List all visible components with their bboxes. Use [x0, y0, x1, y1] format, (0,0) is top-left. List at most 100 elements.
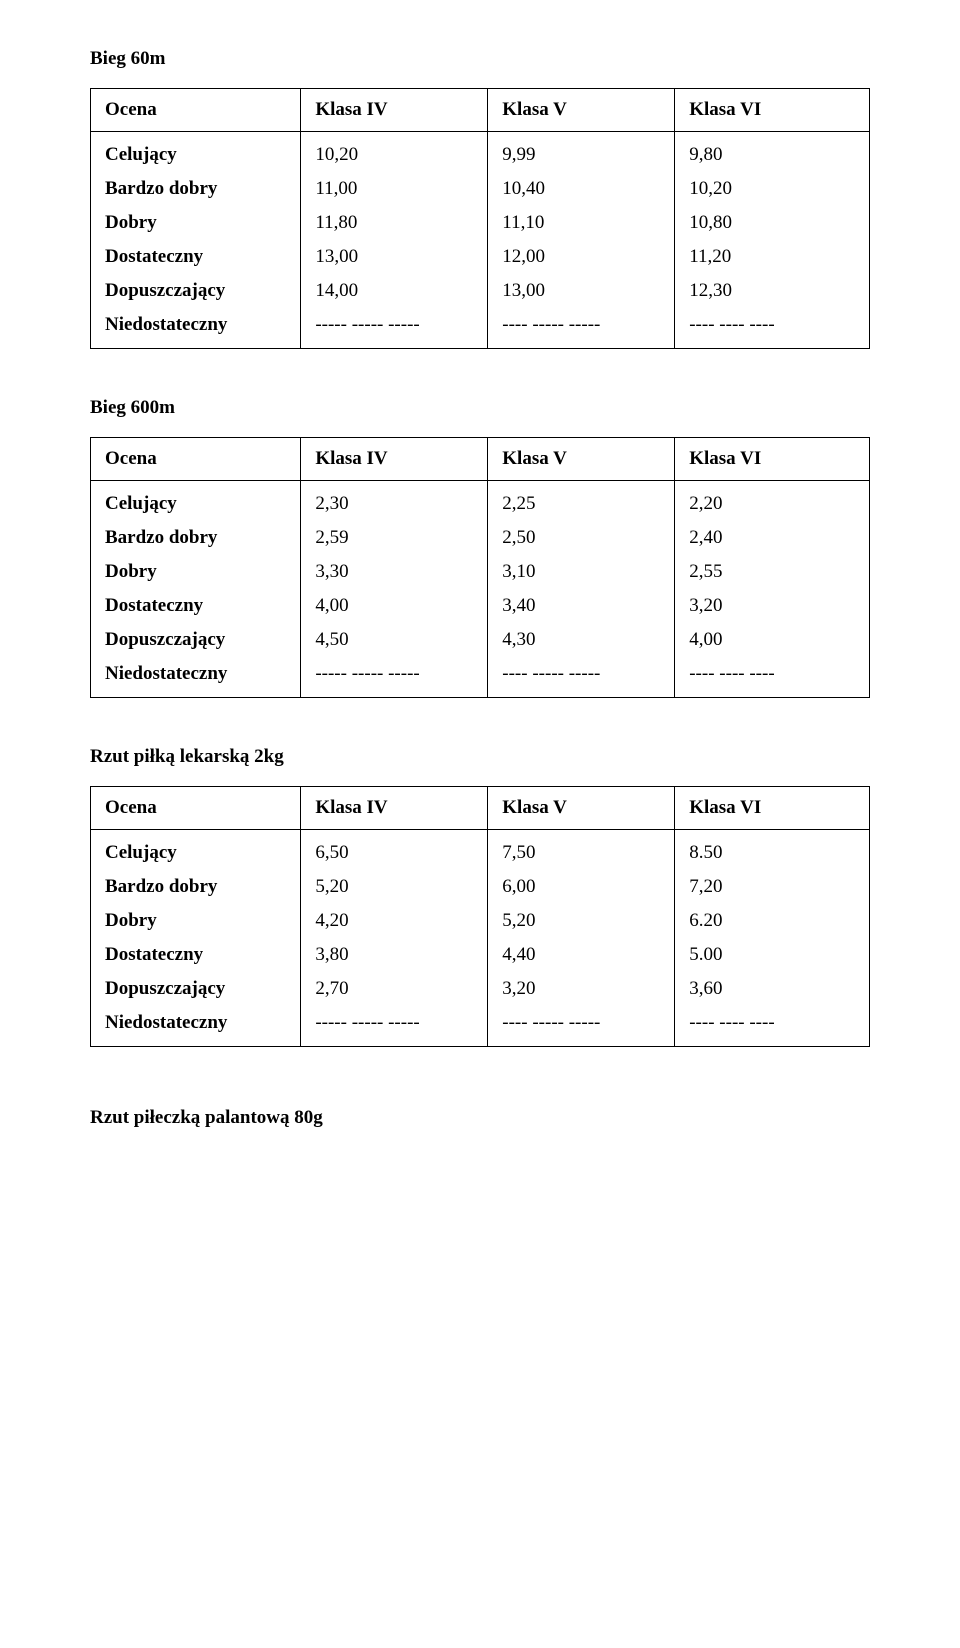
- cell: 3,20: [675, 589, 870, 623]
- grades-table: Ocena Klasa IV Klasa V Klasa VI Celujący…: [90, 437, 870, 698]
- cell: 13,00: [301, 240, 488, 274]
- col-header: Klasa VI: [675, 787, 870, 830]
- cell: 8.50: [675, 830, 870, 871]
- col-header: Klasa IV: [301, 438, 488, 481]
- cell: 4,50: [301, 623, 488, 657]
- col-header: Klasa V: [488, 787, 675, 830]
- cell: 5,20: [488, 904, 675, 938]
- cell: 6,50: [301, 830, 488, 871]
- cell: ---- ---- ----: [675, 1006, 870, 1047]
- cell: 6.20: [675, 904, 870, 938]
- col-header: Klasa VI: [675, 89, 870, 132]
- cell: 3,60: [675, 972, 870, 1006]
- cell: ----- ----- -----: [301, 657, 488, 698]
- cell: 3,10: [488, 555, 675, 589]
- row-label: Bardzo dobry: [91, 870, 301, 904]
- cell: 10,40: [488, 172, 675, 206]
- row-label: Dopuszczający: [91, 972, 301, 1006]
- table-row: Dostateczny 13,00 12,00 11,20: [91, 240, 870, 274]
- cell: 7,20: [675, 870, 870, 904]
- row-label: Niedostateczny: [91, 1006, 301, 1047]
- col-header: Klasa V: [488, 438, 675, 481]
- row-label: Niedostateczny: [91, 657, 301, 698]
- table-row: Dopuszczający 14,00 13,00 12,30: [91, 274, 870, 308]
- cell: 4,40: [488, 938, 675, 972]
- cell: 3,80: [301, 938, 488, 972]
- cell: 2,59: [301, 521, 488, 555]
- col-header: Ocena: [91, 787, 301, 830]
- cell: 11,20: [675, 240, 870, 274]
- cell: 2,55: [675, 555, 870, 589]
- cell: 9,80: [675, 132, 870, 173]
- row-label: Dostateczny: [91, 589, 301, 623]
- col-header: Ocena: [91, 438, 301, 481]
- table-row: Dobry 3,30 3,10 2,55: [91, 555, 870, 589]
- table-row: Celujący 2,30 2,25 2,20: [91, 481, 870, 522]
- cell: 2,50: [488, 521, 675, 555]
- table-row: Niedostateczny ----- ----- ----- ---- --…: [91, 657, 870, 698]
- cell: 11,80: [301, 206, 488, 240]
- cell: 12,00: [488, 240, 675, 274]
- row-label: Dobry: [91, 904, 301, 938]
- cell: 10,80: [675, 206, 870, 240]
- table-row: Dostateczny 4,00 3,40 3,20: [91, 589, 870, 623]
- col-header: Klasa V: [488, 89, 675, 132]
- table-row: Niedostateczny ----- ----- ----- ---- --…: [91, 308, 870, 349]
- row-label: Dobry: [91, 206, 301, 240]
- cell: 5.00: [675, 938, 870, 972]
- cell: ---- ---- ----: [675, 308, 870, 349]
- cell: ---- ----- -----: [488, 657, 675, 698]
- table-row: Dopuszczający 4,50 4,30 4,00: [91, 623, 870, 657]
- col-header: Klasa IV: [301, 89, 488, 132]
- row-label: Dopuszczający: [91, 274, 301, 308]
- cell: ---- ---- ----: [675, 657, 870, 698]
- cell: 2,30: [301, 481, 488, 522]
- cell: 12,30: [675, 274, 870, 308]
- table-row: Dostateczny 3,80 4,40 5.00: [91, 938, 870, 972]
- table-row: Bardzo dobry 5,20 6,00 7,20: [91, 870, 870, 904]
- cell: 6,00: [488, 870, 675, 904]
- cell: ---- ----- -----: [488, 308, 675, 349]
- cell: ---- ----- -----: [488, 1006, 675, 1047]
- table-header-row: Ocena Klasa IV Klasa V Klasa VI: [91, 438, 870, 481]
- col-header: Klasa VI: [675, 438, 870, 481]
- cell: 2,25: [488, 481, 675, 522]
- cell: 9,99: [488, 132, 675, 173]
- row-label: Dobry: [91, 555, 301, 589]
- table-row: Bardzo dobry 11,00 10,40 10,20: [91, 172, 870, 206]
- row-label: Celujący: [91, 481, 301, 522]
- row-label: Dopuszczający: [91, 623, 301, 657]
- table-header-row: Ocena Klasa IV Klasa V Klasa VI: [91, 787, 870, 830]
- table-header-row: Ocena Klasa IV Klasa V Klasa VI: [91, 89, 870, 132]
- section-title: Rzut piłką lekarską 2kg: [90, 746, 870, 768]
- cell: 2,40: [675, 521, 870, 555]
- cell: 14,00: [301, 274, 488, 308]
- row-label: Celujący: [91, 830, 301, 871]
- table-row: Bardzo dobry 2,59 2,50 2,40: [91, 521, 870, 555]
- col-header: Ocena: [91, 89, 301, 132]
- cell: 5,20: [301, 870, 488, 904]
- table-row: Celujący 10,20 9,99 9,80: [91, 132, 870, 173]
- table-row: Dopuszczający 2,70 3,20 3,60: [91, 972, 870, 1006]
- row-label: Bardzo dobry: [91, 521, 301, 555]
- cell: 3,40: [488, 589, 675, 623]
- row-label: Celujący: [91, 132, 301, 173]
- row-label: Bardzo dobry: [91, 172, 301, 206]
- row-label: Niedostateczny: [91, 308, 301, 349]
- cell: 10,20: [301, 132, 488, 173]
- footer-section-title: Rzut piłeczką palantową 80g: [90, 1107, 870, 1129]
- cell: 4,30: [488, 623, 675, 657]
- cell: ----- ----- -----: [301, 1006, 488, 1047]
- cell: 10,20: [675, 172, 870, 206]
- table-row: Dobry 4,20 5,20 6.20: [91, 904, 870, 938]
- cell: 4,20: [301, 904, 488, 938]
- cell: ----- ----- -----: [301, 308, 488, 349]
- cell: 3,20: [488, 972, 675, 1006]
- table-row: Dobry 11,80 11,10 10,80: [91, 206, 870, 240]
- col-header: Klasa IV: [301, 787, 488, 830]
- grades-table: Ocena Klasa IV Klasa V Klasa VI Celujący…: [90, 88, 870, 349]
- cell: 11,00: [301, 172, 488, 206]
- cell: 7,50: [488, 830, 675, 871]
- section-title: Bieg 60m: [90, 48, 870, 70]
- row-label: Dostateczny: [91, 240, 301, 274]
